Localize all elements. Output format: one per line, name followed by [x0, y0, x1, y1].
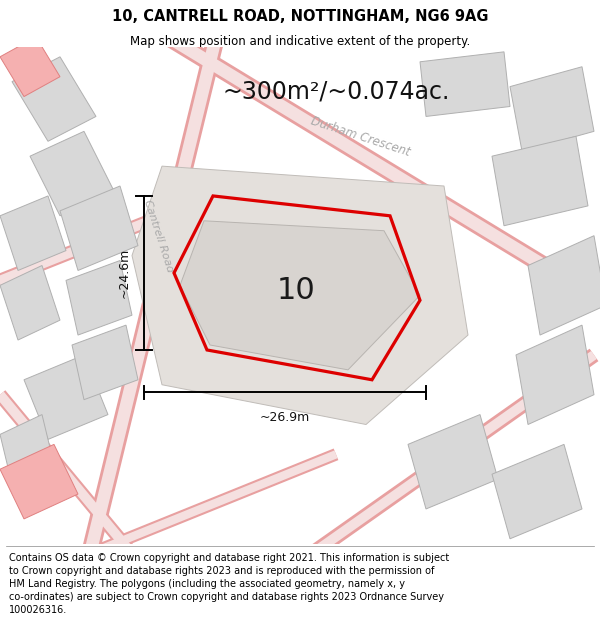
Text: ~26.9m: ~26.9m [260, 411, 310, 424]
Text: ~300m²/~0.074ac.: ~300m²/~0.074ac. [223, 79, 449, 104]
Polygon shape [510, 67, 594, 151]
Text: Map shows position and indicative extent of the property.: Map shows position and indicative extent… [130, 35, 470, 48]
Polygon shape [516, 325, 594, 424]
Polygon shape [0, 266, 60, 340]
Text: Cantrell Road: Cantrell Road [143, 198, 175, 273]
Polygon shape [0, 37, 60, 96]
Polygon shape [132, 166, 468, 424]
Polygon shape [408, 414, 498, 509]
Text: Durham Crescent: Durham Crescent [308, 114, 412, 159]
Polygon shape [0, 196, 66, 271]
Text: Contains OS data © Crown copyright and database right 2021. This information is : Contains OS data © Crown copyright and d… [9, 552, 449, 616]
Polygon shape [528, 236, 600, 335]
Text: 10: 10 [277, 276, 316, 305]
Polygon shape [24, 355, 108, 439]
Polygon shape [0, 444, 78, 519]
Polygon shape [492, 136, 588, 226]
Text: 10, CANTRELL ROAD, NOTTINGHAM, NG6 9AG: 10, CANTRELL ROAD, NOTTINGHAM, NG6 9AG [112, 9, 488, 24]
Polygon shape [12, 57, 96, 141]
Polygon shape [72, 325, 138, 399]
Polygon shape [420, 52, 510, 116]
Polygon shape [492, 444, 582, 539]
Polygon shape [66, 261, 132, 335]
Polygon shape [0, 414, 54, 484]
Polygon shape [30, 131, 114, 216]
Text: ~24.6m: ~24.6m [118, 248, 131, 298]
Polygon shape [60, 186, 138, 271]
Polygon shape [180, 221, 420, 370]
